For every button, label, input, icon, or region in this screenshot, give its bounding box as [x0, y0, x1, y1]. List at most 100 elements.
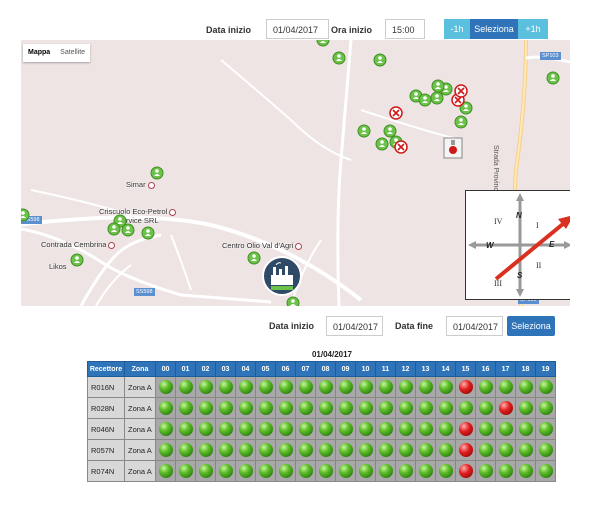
ok-status-icon[interactable]	[438, 464, 453, 478]
ok-status-icon[interactable]	[518, 464, 533, 478]
ok-status-icon[interactable]	[478, 464, 493, 478]
ok-status-icon[interactable]	[318, 443, 333, 457]
ok-status-icon[interactable]	[418, 443, 433, 457]
ok-status-icon[interactable]	[158, 401, 173, 415]
ok-status-icon[interactable]	[218, 401, 233, 415]
ok-status-icon[interactable]	[378, 443, 393, 457]
ok-status-icon[interactable]	[278, 443, 293, 457]
alarm-status-icon[interactable]	[498, 401, 513, 415]
ok-status-icon[interactable]	[478, 422, 493, 436]
ok-status-icon[interactable]	[398, 401, 413, 415]
ok-status-icon[interactable]	[278, 401, 293, 415]
ok-status-icon[interactable]	[278, 464, 293, 478]
ok-status-icon[interactable]	[198, 380, 213, 394]
ok-status-icon[interactable]	[538, 380, 553, 394]
ok-status-icon[interactable]	[218, 443, 233, 457]
ok-status-icon[interactable]	[538, 422, 553, 436]
ok-status-icon[interactable]	[338, 422, 353, 436]
ok-status-icon[interactable]	[278, 380, 293, 394]
ok-status-icon[interactable]	[338, 443, 353, 457]
receptor-table-container[interactable]: Recettore Zona 00 01 02 03 04 05 06 07 08 09 10 11 12 1…	[87, 361, 578, 485]
map-type-map-button[interactable]: Mappa	[28, 49, 51, 56]
ok-status-icon[interactable]	[458, 401, 473, 415]
ok-status-icon[interactable]	[478, 380, 493, 394]
ok-status-icon[interactable]	[518, 422, 533, 436]
ok-status-icon[interactable]	[198, 464, 213, 478]
ok-status-icon[interactable]	[498, 422, 513, 436]
alarm-receptor-icon[interactable]	[442, 136, 464, 160]
ok-status-icon[interactable]	[418, 422, 433, 436]
ok-status-icon[interactable]	[398, 443, 413, 457]
ok-status-icon[interactable]	[198, 443, 213, 457]
ok-status-icon[interactable]	[238, 443, 253, 457]
ok-status-icon[interactable]	[238, 422, 253, 436]
ok-status-icon[interactable]	[298, 401, 313, 415]
ok-status-icon[interactable]	[158, 464, 173, 478]
ok-status-icon[interactable]	[518, 443, 533, 457]
ok-status-icon[interactable]	[358, 401, 373, 415]
range-end-field[interactable]: 01/04/2017	[446, 316, 503, 336]
ok-status-icon[interactable]	[178, 464, 193, 478]
ok-status-icon[interactable]	[398, 464, 413, 478]
alarm-status-icon[interactable]	[458, 443, 473, 457]
ok-status-icon[interactable]	[158, 422, 173, 436]
select-hour-button[interactable]: Seleziona	[470, 19, 518, 39]
ok-status-icon[interactable]	[338, 401, 353, 415]
ok-status-icon[interactable]	[518, 401, 533, 415]
ok-status-icon[interactable]	[318, 422, 333, 436]
ok-status-icon[interactable]	[478, 443, 493, 457]
ok-status-icon[interactable]	[178, 422, 193, 436]
ok-status-icon[interactable]	[358, 464, 373, 478]
ok-status-icon[interactable]	[398, 422, 413, 436]
plus-hour-button[interactable]: +1h	[518, 19, 548, 39]
ok-status-icon[interactable]	[498, 443, 513, 457]
ok-status-icon[interactable]	[158, 443, 173, 457]
map-type-satellite-button[interactable]: Satellite	[60, 49, 86, 56]
ok-status-icon[interactable]	[258, 464, 273, 478]
ok-status-icon[interactable]	[178, 401, 193, 415]
ok-status-icon[interactable]	[518, 380, 533, 394]
ok-status-icon[interactable]	[358, 443, 373, 457]
ok-status-icon[interactable]	[158, 380, 173, 394]
ok-status-icon[interactable]	[298, 380, 313, 394]
ok-status-icon[interactable]	[538, 443, 553, 457]
range-select-button[interactable]: Seleziona	[507, 316, 555, 336]
ok-status-icon[interactable]	[378, 401, 393, 415]
ok-status-icon[interactable]	[178, 443, 193, 457]
ok-status-icon[interactable]	[378, 380, 393, 394]
ok-status-icon[interactable]	[238, 380, 253, 394]
alarm-status-icon[interactable]	[458, 422, 473, 436]
ok-status-icon[interactable]	[238, 401, 253, 415]
minus-hour-button[interactable]: -1h	[444, 19, 470, 39]
alarm-status-icon[interactable]	[458, 464, 473, 478]
ok-status-icon[interactable]	[498, 380, 513, 394]
ok-status-icon[interactable]	[378, 422, 393, 436]
ok-status-icon[interactable]	[218, 380, 233, 394]
ok-status-icon[interactable]	[478, 401, 493, 415]
ok-status-icon[interactable]	[358, 422, 373, 436]
ok-status-icon[interactable]	[418, 380, 433, 394]
ok-status-icon[interactable]	[198, 422, 213, 436]
range-start-field[interactable]: 01/04/2017	[326, 316, 383, 336]
ok-status-icon[interactable]	[258, 401, 273, 415]
ok-status-icon[interactable]	[358, 380, 373, 394]
ok-status-icon[interactable]	[338, 464, 353, 478]
ok-status-icon[interactable]	[418, 401, 433, 415]
ok-status-icon[interactable]	[338, 380, 353, 394]
ok-status-icon[interactable]	[438, 380, 453, 394]
ok-status-icon[interactable]	[278, 422, 293, 436]
factory-icon[interactable]	[262, 256, 302, 296]
ok-status-icon[interactable]	[538, 464, 553, 478]
ok-status-icon[interactable]	[298, 422, 313, 436]
ok-status-icon[interactable]	[238, 464, 253, 478]
ok-status-icon[interactable]	[378, 464, 393, 478]
ok-status-icon[interactable]	[218, 422, 233, 436]
ok-status-icon[interactable]	[298, 464, 313, 478]
ok-status-icon[interactable]	[178, 380, 193, 394]
ok-status-icon[interactable]	[418, 464, 433, 478]
ok-status-icon[interactable]	[258, 443, 273, 457]
ok-status-icon[interactable]	[218, 464, 233, 478]
ok-status-icon[interactable]	[258, 380, 273, 394]
ok-status-icon[interactable]	[498, 464, 513, 478]
ok-status-icon[interactable]	[198, 401, 213, 415]
